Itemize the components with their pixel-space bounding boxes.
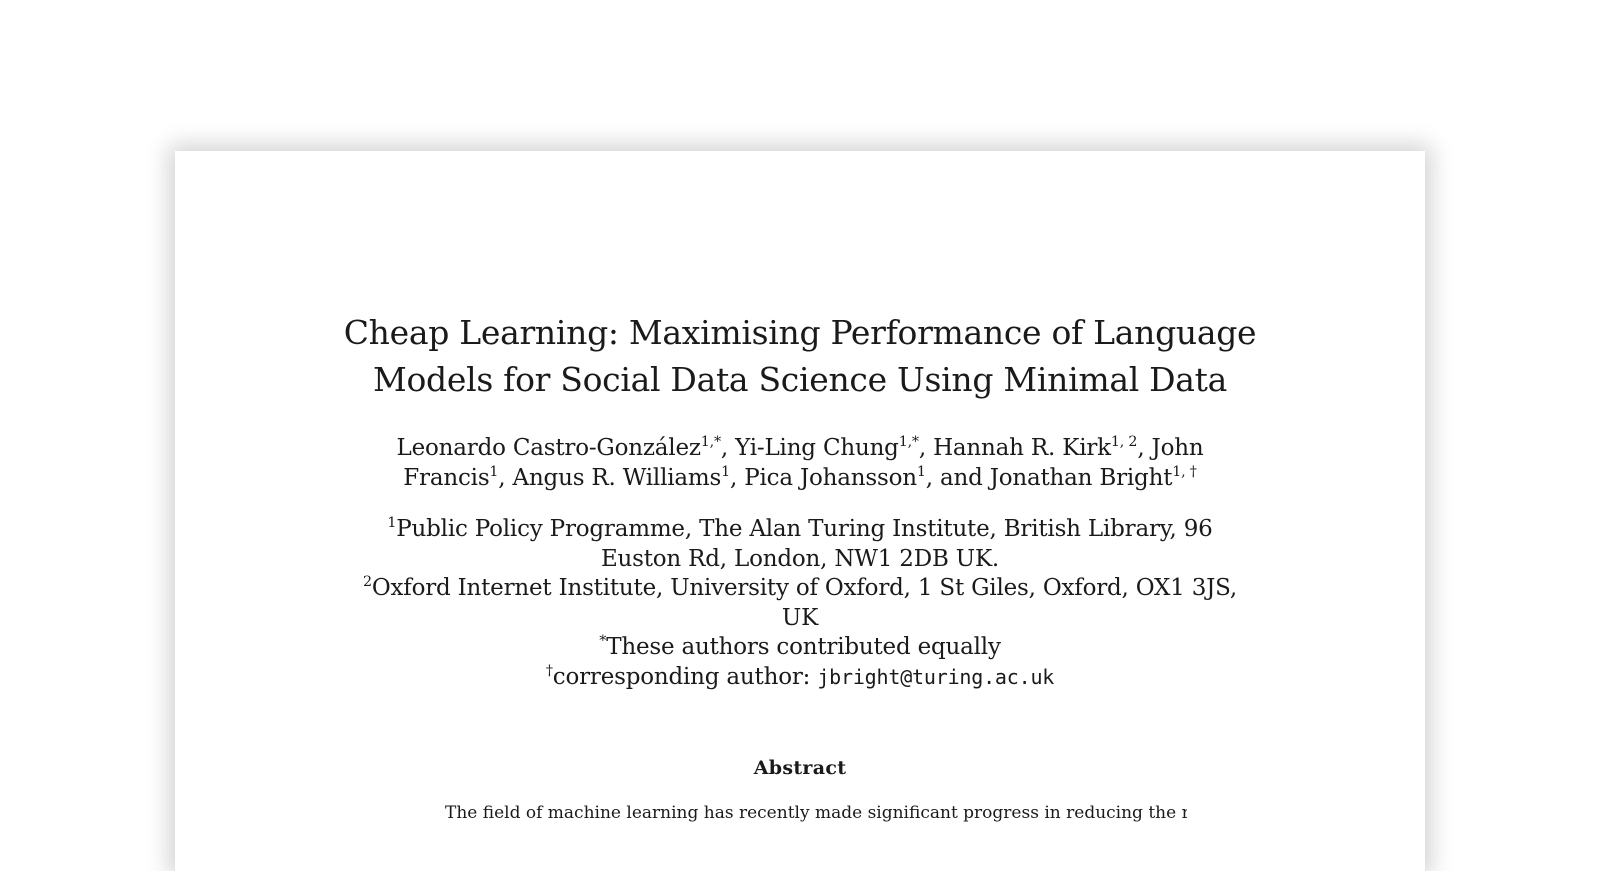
- affiliation-1-line-1: 1Public Policy Programme, The Alan Turin…: [175, 515, 1425, 545]
- note-sup: *: [599, 633, 607, 650]
- affiliation-sup: 1: [387, 515, 397, 532]
- affiliations: 1Public Policy Programme, The Alan Turin…: [175, 515, 1425, 692]
- author-name-part: John: [1151, 435, 1204, 461]
- abstract-text: The field of machine learning has recent…: [445, 803, 1187, 823]
- author-name: Angus R. Williams: [512, 465, 722, 491]
- affiliation-2-line-1: 2Oxford Internet Institute, University o…: [175, 574, 1425, 604]
- author-sup: 1: [489, 464, 499, 481]
- equal-contribution-note: *These authors contributed equally: [175, 633, 1425, 663]
- affiliation-text: Oxford Internet Institute, University of…: [371, 575, 1238, 601]
- author-line-2: Francis1, Angus R. Williams1, Pica Johan…: [403, 464, 1197, 491]
- author-sup: 1, 2: [1110, 434, 1138, 451]
- author-name: Jonathan Bright: [989, 465, 1173, 491]
- author-sup: 1: [916, 464, 926, 481]
- author-sup: 1,*: [700, 434, 721, 451]
- corresponding-author-note: †corresponding author: jbright@turing.ac…: [175, 663, 1425, 693]
- note-text: corresponding author:: [552, 663, 818, 690]
- author-name: Yi-Ling Chung: [735, 435, 899, 461]
- author-name-part: Francis: [403, 465, 490, 491]
- note-text: These authors contributed equally: [606, 634, 1001, 660]
- author-sup: 1: [721, 464, 731, 481]
- author-name: Hannah R. Kirk: [933, 435, 1111, 461]
- author-list: Leonardo Castro-González1,*, Yi-Ling Chu…: [175, 433, 1425, 493]
- note-sup: †: [545, 662, 553, 679]
- affiliation-sup: 2: [362, 574, 372, 591]
- author-sup: 1, †: [1172, 464, 1197, 481]
- author-sup: 1,*: [898, 434, 919, 451]
- paper-title: Cheap Learning: Maximising Performance o…: [175, 309, 1425, 403]
- affiliation-text: Public Policy Programme, The Alan Turing…: [396, 516, 1213, 542]
- author-name: Leonardo Castro-González: [396, 435, 701, 461]
- abstract-heading: Abstract: [753, 757, 847, 779]
- affiliation-2-line-2: UK: [781, 604, 819, 631]
- corresponding-email-link[interactable]: jbright@turing.ac.uk: [817, 664, 1055, 689]
- author-name: Pica Johansson: [744, 465, 917, 491]
- author-line-1: Leonardo Castro-González1,*, Yi-Ling Chu…: [396, 434, 1204, 461]
- title-line-1: Cheap Learning: Maximising Performance o…: [343, 313, 1257, 352]
- affiliation-1-line-2: Euston Rd, London, NW1 2DB UK.: [600, 545, 1000, 572]
- paper-page: Cheap Learning: Maximising Performance o…: [175, 151, 1425, 871]
- title-line-2: Models for Social Data Science Using Min…: [372, 360, 1228, 399]
